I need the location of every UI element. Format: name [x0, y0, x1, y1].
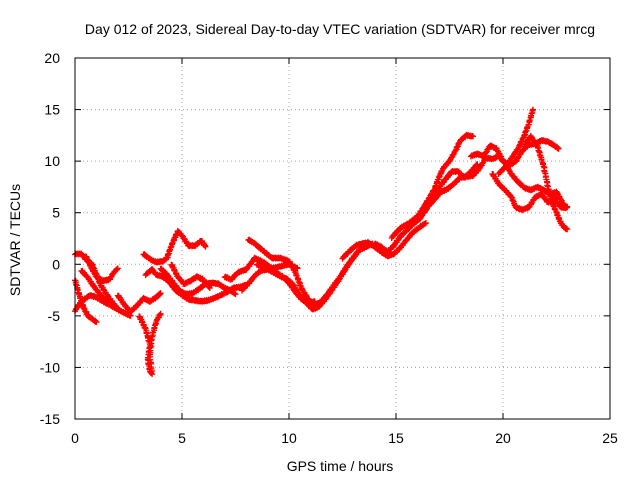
series-track-18 — [388, 131, 477, 241]
series-track-10 — [157, 265, 239, 298]
y-tick-label: 5 — [52, 205, 60, 221]
data-point-marks — [245, 236, 376, 309]
data-point-marks — [114, 290, 164, 315]
y-tick-label: 10 — [44, 153, 60, 169]
y-tick-label: -10 — [40, 359, 60, 375]
series-track-23 — [521, 133, 571, 233]
series-track-3 — [78, 267, 117, 310]
series-track-7 — [136, 310, 164, 378]
x-tick-label: 20 — [495, 430, 511, 446]
y-tick-label: 0 — [52, 256, 60, 272]
series-track-22 — [495, 106, 536, 177]
series-track-5 — [82, 253, 121, 284]
data-point-marks — [388, 131, 477, 241]
y-tick-label: 15 — [44, 102, 60, 118]
y-axis: -15 -10 -5 0 5 10 15 20 — [40, 50, 610, 427]
data-point-marks — [547, 188, 571, 211]
x-tick-label: 25 — [602, 430, 618, 446]
data-point-marks — [418, 153, 560, 219]
grid-lines — [75, 58, 610, 419]
series-track-16 — [339, 220, 429, 262]
data-point-marks — [521, 133, 571, 233]
data-point-marks — [78, 267, 117, 310]
y-tick-label: -15 — [40, 411, 60, 427]
data-point-marks — [339, 220, 429, 262]
data-point-marks — [142, 266, 250, 305]
series-track-24 — [547, 188, 571, 211]
series-track-15 — [253, 261, 318, 307]
data-point-marks — [168, 261, 213, 292]
plot-frame — [74, 57, 611, 420]
series-track-6 — [114, 290, 164, 315]
data-point-marks — [253, 261, 318, 307]
chart-title: Day 012 of 2023, Sidereal Day-to-day VTE… — [85, 21, 595, 37]
data-point-marks — [495, 106, 536, 177]
x-tick-label: 0 — [71, 430, 79, 446]
data-points — [72, 106, 571, 378]
x-axis-label: GPS time / hours — [287, 458, 394, 474]
series-track-9 — [142, 266, 250, 305]
y-tick-label: -5 — [48, 308, 61, 324]
y-tick-label: 20 — [44, 50, 60, 66]
series-track-8 — [140, 227, 209, 266]
series-track-19 — [418, 153, 560, 219]
series-track-11 — [168, 261, 213, 292]
x-tick-label: 10 — [281, 430, 297, 446]
x-tick-label: 15 — [388, 430, 404, 446]
data-point-marks — [82, 253, 121, 284]
x-tick-label: 5 — [178, 430, 186, 446]
y-axis-label: SDTVAR / TECUs — [7, 184, 23, 296]
data-point-marks — [136, 310, 164, 378]
data-point-marks — [140, 227, 209, 266]
x-axis: 0 5 10 15 20 25 — [71, 58, 618, 446]
series-track-14 — [245, 236, 376, 309]
data-point-marks — [157, 265, 239, 298]
